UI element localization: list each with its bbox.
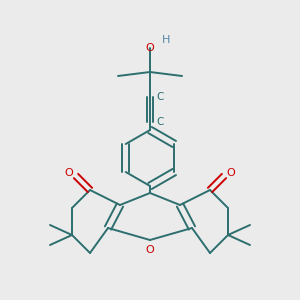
Text: O: O xyxy=(146,245,154,255)
Text: O: O xyxy=(64,168,74,178)
Text: O: O xyxy=(226,168,236,178)
Text: C: C xyxy=(156,117,164,127)
Text: O: O xyxy=(146,43,154,53)
Text: C: C xyxy=(156,92,164,102)
Text: H: H xyxy=(162,35,170,45)
